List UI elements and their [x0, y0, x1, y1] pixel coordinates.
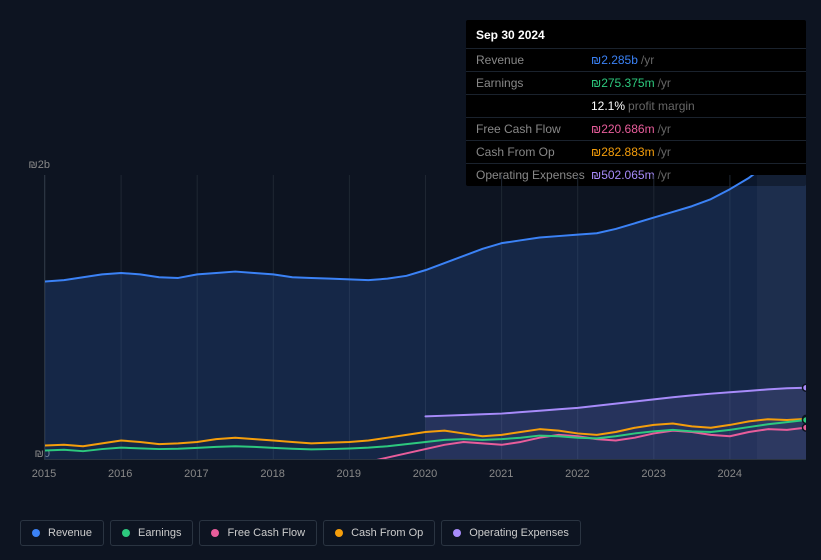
tooltip-row-suffix: /yr — [658, 76, 671, 90]
legend-label: Revenue — [48, 527, 92, 539]
x-axis-labels: 2015201620172018201920202021202220232024 — [44, 468, 806, 482]
tooltip-extra-suffix: profit margin — [628, 99, 695, 113]
tooltip-row-suffix: /yr — [658, 122, 671, 136]
tooltip-row-value: ₪275.375m — [591, 76, 655, 90]
tooltip-row: Free Cash Flow₪220.686m/yr — [466, 117, 806, 140]
tooltip-extra-row: 12.1%profit margin — [466, 94, 806, 117]
tooltip-row-label: Earnings — [476, 76, 591, 90]
financials-chart: ₪2b ₪0 201520162017201820192020202120222… — [20, 160, 806, 500]
legend-item-free-cash-flow[interactable]: Free Cash Flow — [199, 520, 317, 546]
tooltip-row-label: Free Cash Flow — [476, 122, 591, 136]
tooltip-row-value: ₪220.686m — [591, 122, 655, 136]
x-tick-label: 2019 — [337, 468, 361, 480]
x-tick-label: 2021 — [489, 468, 513, 480]
x-tick-label: 2017 — [184, 468, 208, 480]
x-tick-label: 2015 — [32, 468, 56, 480]
tooltip-row-label: Cash From Op — [476, 145, 591, 159]
tooltip-date: Sep 30 2024 — [466, 20, 806, 48]
legend-dot-icon — [335, 529, 343, 537]
legend-item-revenue[interactable]: Revenue — [20, 520, 104, 546]
legend-item-earnings[interactable]: Earnings — [110, 520, 193, 546]
legend-label: Operating Expenses — [469, 527, 569, 539]
legend-item-operating-expenses[interactable]: Operating Expenses — [441, 520, 581, 546]
tooltip-row-label: Revenue — [476, 53, 591, 67]
x-tick-label: 2024 — [718, 468, 742, 480]
legend-item-cash-from-op[interactable]: Cash From Op — [323, 520, 435, 546]
legend-dot-icon — [32, 529, 40, 537]
chart-legend: Revenue Earnings Free Cash Flow Cash From O… — [20, 520, 581, 546]
tooltip-row-suffix: /yr — [641, 53, 654, 67]
tooltip-row-suffix: /yr — [658, 145, 671, 159]
legend-label: Earnings — [138, 527, 181, 539]
chart-lines — [45, 175, 806, 459]
tooltip-row-value: ₪282.883m — [591, 145, 655, 159]
legend-dot-icon — [122, 529, 130, 537]
tooltip-row: Earnings₪275.375m/yr — [466, 71, 806, 94]
legend-dot-icon — [453, 529, 461, 537]
y-tick-max: ₪2b — [20, 159, 50, 171]
tooltip-extra-value: 12.1% — [591, 99, 625, 113]
legend-label: Cash From Op — [351, 527, 423, 539]
tooltip-row-value: ₪2.285b — [591, 53, 638, 67]
x-tick-label: 2018 — [260, 468, 284, 480]
x-tick-label: 2016 — [108, 468, 132, 480]
x-tick-label: 2020 — [413, 468, 437, 480]
chart-plot-area[interactable] — [44, 175, 806, 460]
x-tick-label: 2022 — [565, 468, 589, 480]
tooltip-row: Revenue₪2.285b/yr — [466, 48, 806, 71]
legend-dot-icon — [211, 529, 219, 537]
legend-label: Free Cash Flow — [227, 527, 305, 539]
x-tick-label: 2023 — [641, 468, 665, 480]
